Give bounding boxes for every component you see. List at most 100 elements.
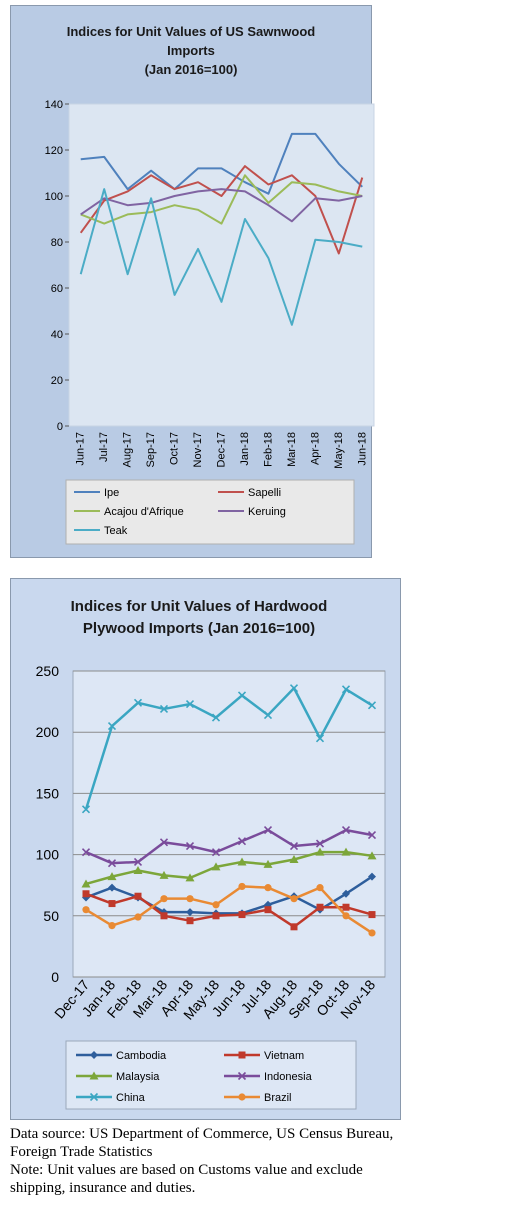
sawnwood-chart-panel: Indices for Unit Values of US Sawnwood Im…	[10, 5, 375, 558]
series-ipe-line	[80, 132, 363, 195]
series-brazil-point-mar-18	[160, 895, 168, 903]
chart-title-line-2: Imports	[167, 43, 215, 58]
x-tick-label-feb-18: Feb-18	[262, 432, 274, 467]
series-china-point-jun-18	[237, 691, 247, 700]
series-cambodia-point-apr-18	[186, 908, 194, 917]
series-malaysia-point-jun-18	[237, 857, 247, 866]
series-china-point-nov-18	[367, 701, 377, 710]
note-line-1: Note: Unit values are based on Customs v…	[10, 1162, 363, 1178]
series-vietnam-point-may-18	[212, 912, 220, 920]
chart-title-line-1: Indices for Unit Values of Hardwood	[71, 598, 328, 615]
series-brazil-line	[85, 885, 373, 934]
series-indonesia-point-jul-18	[263, 826, 273, 835]
series-acajou-d-afrique-line	[80, 174, 363, 225]
legend-brazil-label: Brazil	[264, 1092, 292, 1104]
series-malaysia-point-aug-18	[289, 854, 299, 863]
legend-acajou-d-afrique-label: Acajou d'Afrique	[104, 506, 184, 518]
legend-cambodia-marker	[90, 1051, 98, 1059]
series-cambodia-point-nov-18	[368, 872, 376, 881]
x-tick-label-jan-18: Jan-18	[239, 432, 251, 466]
sawnwood-chart: Indices for Unit Values of US Sawnwood Im…	[45, 24, 375, 545]
series-malaysia-point-feb-18	[133, 866, 143, 875]
series-teak-line	[79, 188, 363, 326]
note-line-2: shipping, insurance and duties.	[10, 1180, 196, 1196]
series-malaysia-point-dec-17	[81, 879, 91, 888]
series-malaysia-point-mar-18	[159, 870, 169, 879]
data-source-line-2: Foreign Trade Statistics	[10, 1144, 153, 1160]
series-keruing-line	[80, 188, 363, 223]
series-indonesia-point-dec-17	[81, 848, 91, 857]
legend-cambodia-label: Cambodia	[116, 1050, 167, 1062]
series-indonesia-point-apr-18	[185, 841, 195, 851]
series-indonesia-point-may-18	[211, 848, 221, 857]
legend-china-label: China	[116, 1092, 146, 1104]
series-indonesia-point-oct-18	[341, 826, 351, 835]
legend-keruing-label: Keruing	[248, 506, 286, 518]
x-tick-label-sep-17: Sep-17	[145, 432, 157, 467]
series-china-point-oct-18	[341, 685, 351, 694]
series-china-point-apr-18	[185, 699, 195, 709]
series-brazil-point-dec-17	[82, 906, 90, 914]
y-tick-label-140: 140	[45, 99, 63, 111]
legend-malaysia-label: Malaysia	[116, 1071, 160, 1083]
series-malaysia-point-apr-18	[185, 873, 195, 882]
series-china-point-sep-18	[315, 734, 325, 743]
series-indonesia-point-aug-18	[289, 841, 299, 851]
legend-malaysia-marker	[89, 1071, 99, 1080]
series-brazil-point-jul-18	[264, 884, 272, 892]
series-vietnam-point-oct-18	[342, 903, 350, 911]
legend-box	[65, 1040, 357, 1110]
legend-vietnam-marker	[238, 1051, 246, 1059]
legend-brazil-marker	[238, 1093, 246, 1101]
series-vietnam-point-sep-18	[316, 903, 324, 911]
series-china-point-may-18	[211, 713, 221, 722]
series-brazil-point-feb-18	[134, 913, 142, 921]
series-vietnam-point-dec-17	[82, 890, 90, 898]
series-malaysia-point-jul-18	[263, 859, 273, 868]
series-brazil-point-oct-18	[342, 912, 350, 920]
x-tick-label-apr-18: Apr-18	[309, 432, 321, 465]
series-vietnam-point-nov-18	[368, 911, 376, 919]
y-tick-label-100: 100	[45, 191, 63, 203]
y-tick-label-80: 80	[51, 237, 63, 249]
plot-area	[72, 670, 386, 978]
legend-teak-label: Teak	[104, 525, 128, 537]
legend-box	[65, 479, 355, 545]
series-china-point-jan-18	[107, 722, 117, 731]
chart-title-line-2: Plywood Imports (Jan 2016=100)	[83, 620, 315, 637]
y-tick-label-0: 0	[57, 421, 63, 433]
series-malaysia-line	[85, 850, 373, 886]
series-malaysia-point-may-18	[211, 862, 221, 871]
series-malaysia-point-jan-18	[107, 872, 117, 881]
x-tick-label-jun-17: Jun-17	[75, 432, 87, 466]
x-tick-label-may-18: May-18	[333, 432, 345, 469]
y-tick-label-60: 60	[51, 283, 63, 295]
series-china-point-mar-18	[159, 704, 169, 714]
series-vietnam-line	[85, 892, 373, 929]
series-sapelli-line	[79, 165, 364, 255]
series-vietnam-point-jun-18	[238, 911, 246, 919]
y-tick-label-20: 20	[51, 375, 63, 387]
y-tick-label-50: 50	[43, 908, 59, 924]
legend-china-marker	[89, 1092, 99, 1102]
x-tick-label-aug-17: Aug-17	[122, 432, 134, 467]
y-tick-label-120: 120	[45, 145, 63, 157]
y-tick-label-40: 40	[51, 329, 63, 341]
series-indonesia-line	[85, 828, 373, 865]
series-brazil-point-sep-18	[316, 884, 324, 892]
y-tick-label-200: 200	[36, 724, 60, 740]
x-tick-label-mar-18: Mar-18	[286, 432, 298, 467]
series-indonesia-point-feb-18	[133, 857, 143, 867]
series-indonesia-point-jan-18	[107, 859, 117, 868]
series-vietnam-point-jul-18	[264, 906, 272, 914]
legend-ipe-label: Ipe	[104, 487, 119, 499]
series-china-point-feb-18	[133, 698, 143, 707]
series-cambodia-point-oct-18	[342, 889, 350, 898]
series-malaysia-point-sep-18	[315, 847, 325, 856]
x-tick-label-jul-17: Jul-17	[98, 432, 110, 462]
series-vietnam-point-jan-18	[108, 900, 116, 908]
series-brazil-point-apr-18	[186, 895, 194, 903]
legend-sapelli-label: Sapelli	[248, 487, 281, 499]
series-malaysia-point-oct-18	[341, 847, 351, 856]
series-vietnam-point-feb-18	[134, 892, 142, 900]
